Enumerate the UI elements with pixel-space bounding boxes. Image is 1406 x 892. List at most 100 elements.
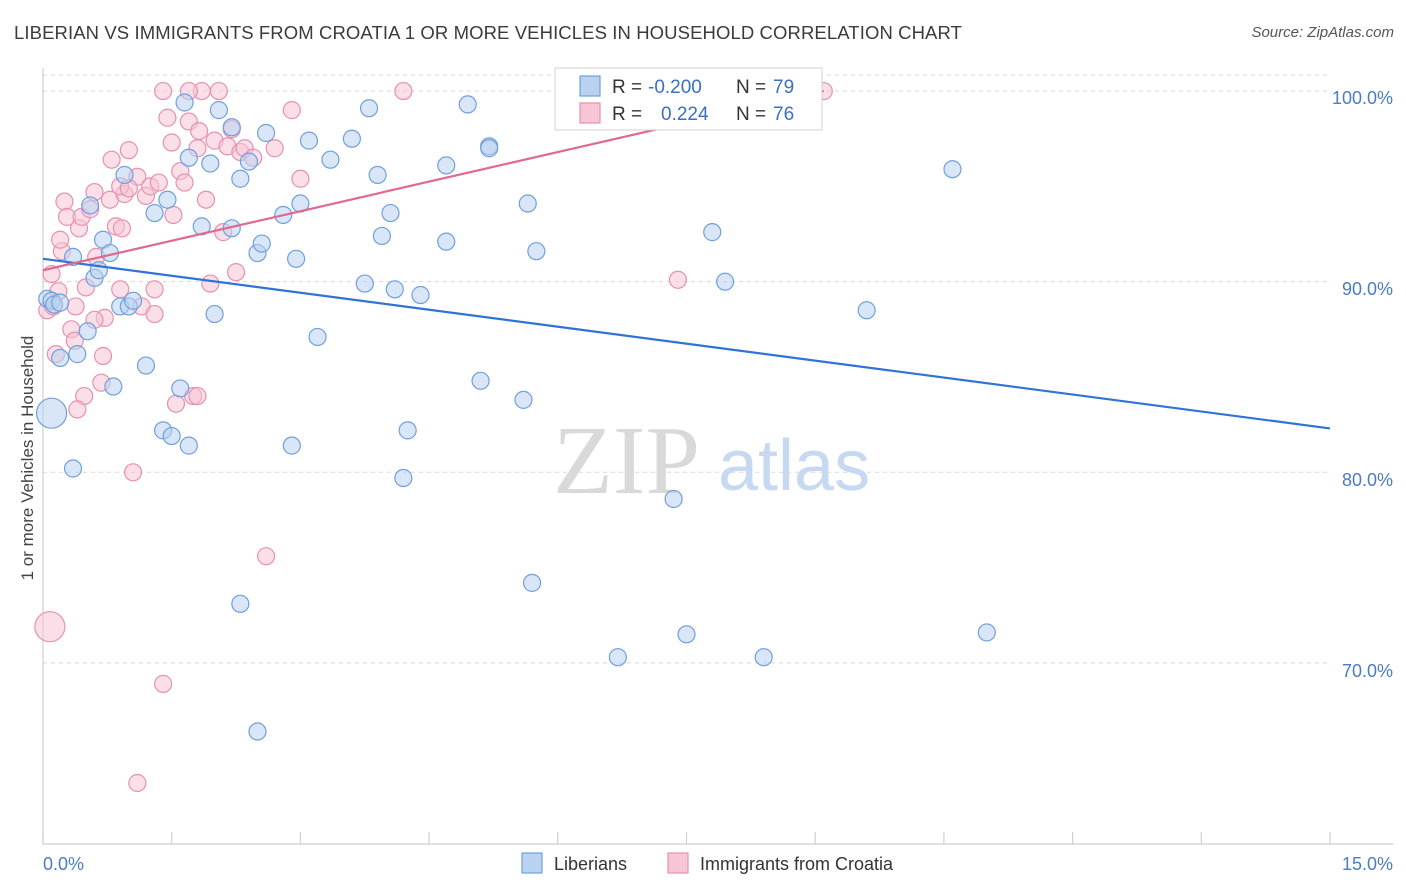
liberian-point <box>518 194 537 213</box>
liberian-point <box>252 234 271 253</box>
liberian-point <box>372 226 392 246</box>
liberian-point <box>608 648 627 667</box>
croatia-point <box>102 150 121 169</box>
croatia-point <box>282 101 301 120</box>
croatia-point <box>145 304 164 324</box>
liberian-point <box>514 390 533 409</box>
croatia-point <box>119 141 138 160</box>
axes <box>42 68 1393 845</box>
croatia-point <box>188 386 207 406</box>
liberian-point <box>201 154 220 173</box>
croatia-point <box>128 773 147 793</box>
legend-n-label: N = <box>736 104 766 125</box>
croatia-point <box>68 400 87 419</box>
liberian-point <box>458 95 477 114</box>
liberian-point <box>231 169 250 188</box>
croatia-point <box>154 674 173 693</box>
liberian-point <box>943 160 962 179</box>
liberian-point <box>231 594 250 613</box>
liberian-trend-line <box>42 257 1331 430</box>
legend-n-value: 79 <box>773 77 794 98</box>
liberian-point <box>175 93 194 112</box>
croatia-point <box>256 547 276 566</box>
croatia-point <box>145 280 164 299</box>
legend-r-value: 0.224 <box>661 104 709 125</box>
legend-r-label: R = <box>612 77 642 98</box>
liberian-point <box>677 625 696 644</box>
chart-title: LIBERIAN VS IMMIGRANTS FROM CROATIA 1 OR… <box>14 22 963 43</box>
liberian-point <box>51 348 70 368</box>
y-tick-label: 90.0% <box>1342 279 1393 299</box>
liberian-point <box>282 436 301 455</box>
watermark-atlas: atlas <box>718 426 870 506</box>
croatia-point <box>668 270 688 289</box>
legend-n-label: N = <box>736 77 766 98</box>
liberian-point <box>115 165 134 185</box>
croatia-points <box>34 81 833 793</box>
liberian-point <box>179 436 198 455</box>
croatia-point <box>51 230 70 249</box>
croatia-point <box>112 219 132 238</box>
liberian-point <box>471 371 490 390</box>
croatia-point <box>196 190 216 209</box>
liberian-point <box>222 118 241 137</box>
liberian-point <box>145 203 164 223</box>
liberian-point <box>527 242 546 261</box>
liberian-point <box>299 131 319 150</box>
liberian-point <box>123 291 143 310</box>
liberian-point <box>394 468 413 488</box>
croatia-point <box>123 463 143 482</box>
croatia-point <box>226 263 246 282</box>
croatia-point <box>190 121 209 141</box>
liberian-point <box>78 322 97 341</box>
liberian-point <box>81 196 100 215</box>
liberian-point <box>716 272 735 291</box>
stats-legend: R = -0.200 N = 79 R = 0.224 N = 76 <box>554 67 823 131</box>
liberian-point <box>857 301 876 320</box>
liberian-point <box>171 379 190 398</box>
croatia-point <box>34 611 66 643</box>
liberian-point <box>522 573 542 592</box>
liberian-point <box>136 356 156 375</box>
series-legend: Liberians Immigrants from Croatia <box>521 852 894 874</box>
croatia-swatch <box>579 102 601 124</box>
liberian-point <box>158 190 177 209</box>
x-tick-label: 15.0% <box>1342 854 1393 874</box>
liberian-point <box>664 489 683 509</box>
croatia-point <box>209 81 228 101</box>
liberian-point <box>368 165 387 185</box>
liberian-point <box>411 285 430 305</box>
legend-croatia-swatch <box>667 852 689 874</box>
liberian-point <box>342 129 361 148</box>
liberian-point <box>754 648 773 667</box>
liberian-point <box>359 99 379 118</box>
legend-croatia-label: Immigrants from Croatia <box>700 854 894 874</box>
liberian-point <box>179 148 198 167</box>
legend-liberians-label: Liberians <box>554 854 627 874</box>
liberian-point <box>68 345 87 364</box>
source-label: Source: ZipAtlas.com <box>1251 24 1394 41</box>
liberian-swatch <box>579 75 601 97</box>
croatia-point <box>394 81 413 101</box>
croatia-point <box>166 394 186 413</box>
liberian-points <box>35 81 996 741</box>
croatia-point <box>164 205 183 225</box>
liberian-point <box>381 203 400 223</box>
liberian-point <box>703 223 722 242</box>
croatia-point <box>93 346 113 366</box>
croatia-point <box>201 274 220 293</box>
liberian-point <box>104 377 123 396</box>
liberian-point <box>437 156 456 175</box>
liberian-point <box>63 459 83 478</box>
liberian-point <box>308 327 327 347</box>
liberian-point <box>205 304 224 324</box>
croatia-point <box>291 169 310 188</box>
liberian-point <box>256 123 276 143</box>
liberian-point <box>385 280 404 299</box>
liberian-point <box>209 101 228 120</box>
liberian-point <box>287 249 306 268</box>
croatia-point <box>175 173 194 192</box>
legend-r-label: R = <box>612 104 642 125</box>
legend-r-value: -0.200 <box>648 77 702 98</box>
liberian-point <box>51 293 70 312</box>
